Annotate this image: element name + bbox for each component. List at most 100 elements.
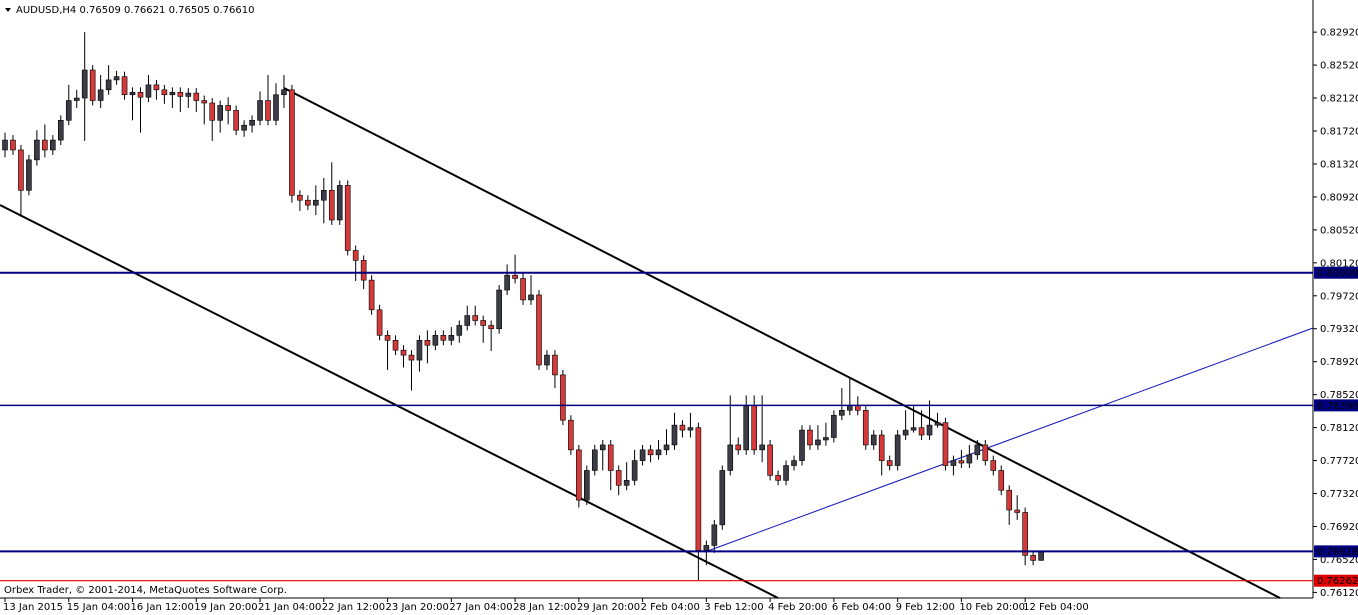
candle-body — [297, 194, 303, 201]
candle-body — [926, 424, 933, 436]
candle-body — [73, 97, 80, 101]
candle-body — [966, 454, 973, 464]
candle-body — [695, 427, 702, 551]
candle-body — [974, 444, 981, 456]
candle-body — [472, 315, 479, 321]
channel-upper — [283, 87, 1281, 599]
candle-body — [1022, 512, 1028, 556]
candle-body — [34, 139, 40, 161]
level-label: 0.76262 — [1317, 576, 1358, 587]
level-label-box — [1314, 266, 1358, 279]
y-tick-label: 0.79720 — [1320, 291, 1358, 302]
candle-body — [528, 294, 534, 301]
candle-body — [336, 185, 343, 221]
symbol: AUDUSD,H4 — [16, 5, 76, 16]
candle-body — [982, 444, 989, 461]
candle-body — [424, 339, 431, 346]
candle-body — [950, 460, 957, 466]
candle-body — [512, 274, 518, 279]
candle-body — [886, 460, 893, 466]
x-tick-label: 15 Jan 04:00 — [67, 602, 130, 613]
candle-body — [918, 427, 925, 436]
y-tick-label: 0.78920 — [1320, 357, 1358, 368]
candle-body — [121, 76, 128, 96]
candle-body — [799, 429, 805, 461]
x-tick-label: 13 Jan 2015 — [3, 602, 63, 613]
candle-body — [743, 405, 750, 451]
candle-body — [623, 480, 630, 486]
y-tick-label: 0.77320 — [1320, 489, 1358, 500]
candle-body — [807, 429, 813, 446]
candle-body — [65, 100, 72, 121]
candle-body — [823, 437, 829, 441]
candle-body — [145, 84, 152, 98]
candle-body — [862, 410, 869, 446]
candle-body — [783, 465, 789, 481]
x-tick-label: 19 Jan 20:00 — [194, 602, 257, 613]
candle-body — [1030, 555, 1036, 561]
candle-body — [368, 279, 375, 311]
candle-body — [193, 92, 200, 101]
candle-body — [177, 91, 184, 97]
candle-body — [201, 100, 208, 104]
candle-body — [607, 444, 614, 471]
candle-body — [161, 89, 168, 96]
candle-body — [639, 449, 646, 461]
candle-body — [599, 444, 606, 451]
candle-body — [225, 105, 231, 111]
candle-body — [560, 374, 566, 421]
x-tick-label: 10 Feb 20:00 — [959, 602, 1025, 613]
candle-body — [440, 335, 447, 341]
candle-body — [137, 91, 144, 98]
candle-body — [344, 185, 351, 251]
candle-body — [376, 309, 383, 336]
candle-body — [185, 92, 192, 97]
candle-body — [18, 149, 24, 191]
candle-body — [26, 159, 32, 191]
candle-body — [352, 250, 359, 261]
candle-body — [480, 320, 487, 326]
candle-body — [902, 429, 909, 436]
candles — [2, 32, 1044, 581]
x-tick-label: 2 Feb 04:00 — [641, 602, 700, 613]
y-tick-label: 0.81720 — [1320, 127, 1358, 138]
level-label-box — [1314, 574, 1358, 587]
candle-body — [910, 427, 917, 431]
candle-body — [934, 422, 941, 426]
candle-body — [241, 124, 247, 131]
high-value: 0.76621 — [124, 5, 165, 16]
candle-body — [894, 434, 901, 466]
open-value: 0.76509 — [79, 5, 120, 16]
candle-body — [57, 119, 64, 141]
candle-body — [488, 325, 494, 330]
candle-body — [711, 524, 718, 546]
y-tick-label: 0.77720 — [1320, 456, 1358, 467]
y-tick-label: 0.79320 — [1320, 324, 1358, 335]
x-tick-label: 9 Feb 12:00 — [896, 602, 955, 613]
y-tick-label: 0.80120 — [1320, 258, 1358, 269]
candle-body — [305, 199, 311, 206]
y-tick-label: 0.76520 — [1320, 555, 1358, 566]
x-tick-label: 23 Jan 20:00 — [386, 602, 449, 613]
menu-arrow[interactable] — [5, 8, 11, 12]
candle-body — [576, 449, 582, 501]
candle-body — [129, 91, 136, 96]
candle-body — [1006, 489, 1013, 511]
x-tick-label: 27 Jan 04:00 — [449, 602, 512, 613]
candle-body — [998, 470, 1005, 491]
candle-body — [815, 439, 821, 446]
candle-body — [153, 84, 160, 91]
candle-body — [360, 260, 367, 281]
candle-body — [942, 422, 949, 466]
y-tick-label: 0.82920 — [1320, 28, 1358, 39]
candle-body — [113, 76, 120, 81]
candle-body — [313, 199, 319, 206]
candle-body — [2, 139, 8, 151]
candle-body — [328, 190, 335, 221]
candle-body — [751, 405, 757, 451]
x-tick-label: 6 Feb 04:00 — [832, 602, 891, 613]
y-tick-label: 0.82120 — [1320, 94, 1358, 105]
candle-body — [169, 91, 176, 96]
y-tick-label: 0.80920 — [1320, 192, 1358, 203]
